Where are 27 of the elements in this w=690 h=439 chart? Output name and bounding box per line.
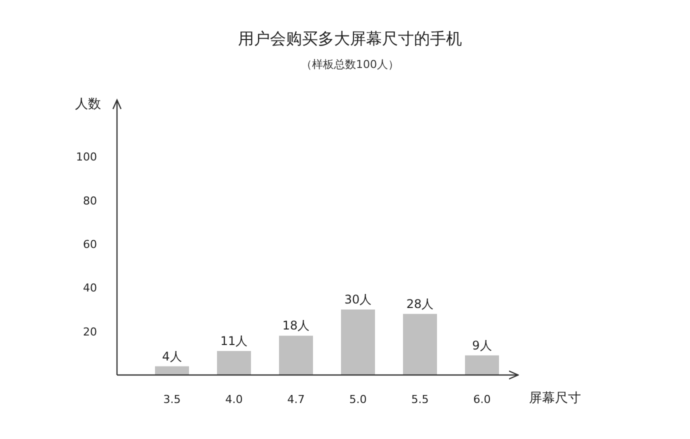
- y-tick-label: 80: [83, 194, 97, 208]
- data-label: 18人: [282, 318, 310, 333]
- data-label: 4人: [162, 349, 182, 364]
- x-tick-label: 4.0: [225, 393, 243, 406]
- bar: [341, 310, 375, 375]
- data-label: 30人: [344, 292, 372, 307]
- y-tick-label: 20: [83, 325, 97, 338]
- y-tick-label: 60: [83, 238, 97, 252]
- x-tick-label: 5.5: [411, 393, 429, 406]
- bar: [155, 366, 189, 375]
- y-tick-label: 100: [76, 150, 97, 164]
- bar: [403, 314, 437, 375]
- data-label: 11人: [220, 334, 248, 348]
- bar: [279, 336, 313, 375]
- x-axis-title: 屏幕尺寸: [529, 391, 581, 406]
- data-label: 9人: [472, 338, 492, 352]
- bar: [217, 350, 251, 375]
- y-tick-label: 40: [83, 282, 97, 295]
- x-tick-label: 3.5: [163, 393, 181, 406]
- y-axis-title: 人数: [75, 97, 101, 112]
- x-tick-label: 4.7: [287, 393, 305, 406]
- x-tick-label: 5.0: [349, 393, 367, 406]
- chart-subtitle: （样板总数100人）: [301, 58, 399, 71]
- bar: [465, 355, 499, 375]
- x-tick-label: 6.0: [473, 393, 491, 406]
- data-label: 28人: [406, 296, 434, 311]
- chart-title: 用户会购买多大屏幕尺寸的手机: [238, 29, 462, 48]
